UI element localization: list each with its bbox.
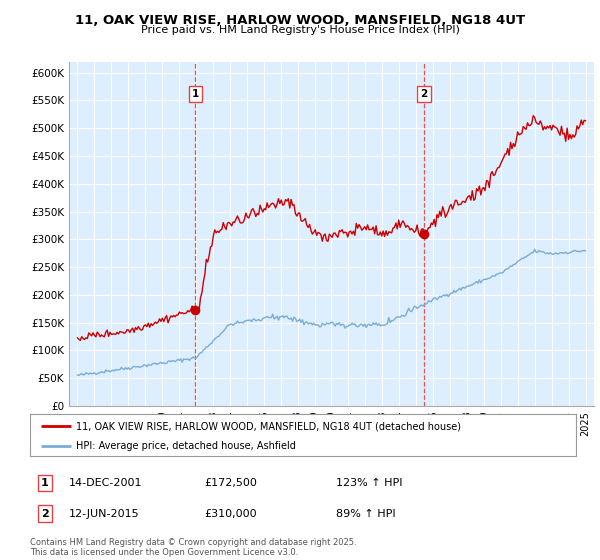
Text: 123% ↑ HPI: 123% ↑ HPI <box>336 478 403 488</box>
Text: 1: 1 <box>41 478 49 488</box>
Text: 12-JUN-2015: 12-JUN-2015 <box>69 508 140 519</box>
Text: 2: 2 <box>41 508 49 519</box>
Text: 2: 2 <box>420 89 427 99</box>
Text: Contains HM Land Registry data © Crown copyright and database right 2025.
This d: Contains HM Land Registry data © Crown c… <box>30 538 356 557</box>
Text: 1: 1 <box>192 89 199 99</box>
Text: 14-DEC-2001: 14-DEC-2001 <box>69 478 143 488</box>
Text: 11, OAK VIEW RISE, HARLOW WOOD, MANSFIELD, NG18 4UT (detached house): 11, OAK VIEW RISE, HARLOW WOOD, MANSFIEL… <box>76 421 461 431</box>
Text: £172,500: £172,500 <box>204 478 257 488</box>
Text: 11, OAK VIEW RISE, HARLOW WOOD, MANSFIELD, NG18 4UT: 11, OAK VIEW RISE, HARLOW WOOD, MANSFIEL… <box>75 14 525 27</box>
Text: £310,000: £310,000 <box>204 508 257 519</box>
Text: Price paid vs. HM Land Registry's House Price Index (HPI): Price paid vs. HM Land Registry's House … <box>140 25 460 35</box>
Text: 89% ↑ HPI: 89% ↑ HPI <box>336 508 395 519</box>
Text: HPI: Average price, detached house, Ashfield: HPI: Average price, detached house, Ashf… <box>76 441 296 451</box>
